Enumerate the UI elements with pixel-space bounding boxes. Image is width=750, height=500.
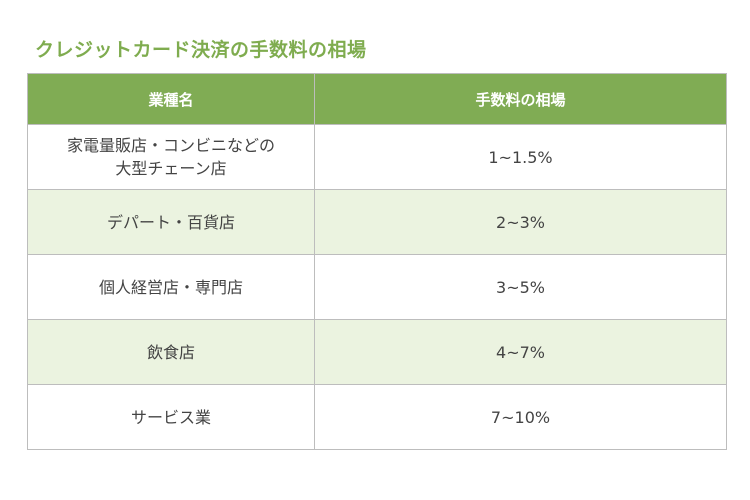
page-title: クレジットカード決済の手数料の相場	[35, 39, 367, 61]
table-row: 個人経営店・専門店 3~5%	[27, 254, 727, 320]
header-category: 業種名	[27, 73, 315, 125]
table-row: 飲食店 4~7%	[27, 319, 727, 385]
category-cell: 家電量販店・コンビニなどの 大型チェーン店	[27, 124, 315, 190]
category-text: サービス業	[130, 407, 211, 427]
fee-cell: 1~1.5%	[314, 124, 727, 190]
fee-table: 業種名 手数料の相場 家電量販店・コンビニなどの 大型チェーン店 1~1.5% …	[27, 73, 727, 450]
category-text: 大型チェーン店	[115, 159, 227, 178]
header-fee: 手数料の相場	[314, 73, 727, 125]
category-text: 家電量販店・コンビニなどの	[66, 136, 275, 155]
fee-cell: 7~10%	[314, 384, 727, 450]
category-cell: サービス業	[27, 384, 315, 450]
table-row: 家電量販店・コンビニなどの 大型チェーン店 1~1.5%	[27, 124, 727, 190]
category-text: 個人経営店・専門店	[98, 277, 243, 297]
category-cell: 個人経営店・専門店	[27, 254, 315, 320]
fee-cell: 2~3%	[314, 189, 727, 255]
table-row: サービス業 7~10%	[27, 384, 727, 450]
fee-cell: 4~7%	[314, 319, 727, 385]
table-row: デパート・百貨店 2~3%	[27, 189, 727, 255]
table-header-row: 業種名 手数料の相場	[27, 73, 727, 125]
category-text: 飲食店	[146, 342, 195, 362]
category-cell: デパート・百貨店	[27, 189, 315, 255]
category-cell: 飲食店	[27, 319, 315, 385]
fee-cell: 3~5%	[314, 254, 727, 320]
category-text: デパート・百貨店	[106, 212, 235, 232]
